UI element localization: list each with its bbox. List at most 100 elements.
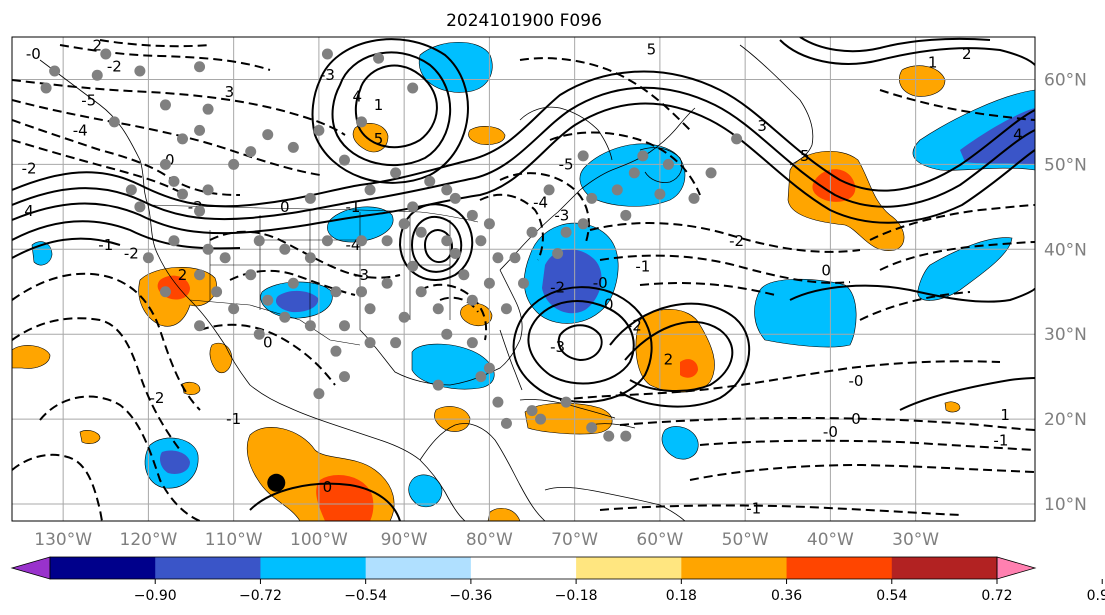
station-dot	[313, 388, 325, 400]
lat-tick-label: 50°N	[1044, 155, 1087, 175]
station-dot	[211, 286, 223, 298]
contour-line	[12, 220, 241, 250]
contour-label: 2	[178, 266, 188, 284]
station-dot	[202, 184, 214, 196]
station-dot	[492, 396, 504, 408]
station-dot	[628, 167, 640, 179]
station-dot	[543, 184, 555, 196]
contour-line	[12, 237, 121, 259]
contour-label: -2	[627, 317, 642, 335]
colorbar-box	[576, 557, 682, 579]
station-dot	[194, 269, 206, 281]
contour-label: -1	[226, 410, 241, 428]
contour-label: -2	[22, 160, 37, 178]
station-dot	[313, 124, 325, 136]
shade-patch	[160, 450, 190, 474]
station-dot	[253, 328, 265, 340]
station-dot	[49, 65, 61, 77]
colorbar-box	[365, 557, 472, 579]
station-dot	[466, 294, 478, 306]
station-dot	[245, 146, 257, 158]
contour-line	[12, 272, 201, 411]
station-dot	[654, 188, 666, 200]
contour-line	[589, 222, 861, 253]
station-dot	[177, 133, 188, 145]
station-dot	[381, 235, 393, 247]
contour-label: -2	[107, 58, 122, 76]
lon-tick-label: 50°W	[722, 530, 769, 550]
station-dot	[705, 167, 717, 179]
contour-label: 1	[928, 53, 938, 71]
contour-label: 3	[757, 117, 767, 135]
station-dot	[142, 252, 154, 264]
colorbar-tick-label: −0.18	[555, 588, 598, 604]
station-dot	[407, 82, 419, 94]
contour-label: -2	[124, 245, 139, 263]
contour-line	[599, 254, 851, 284]
station-dot	[194, 61, 206, 73]
station-markers	[40, 48, 743, 442]
station-dot	[731, 133, 743, 145]
lon-tick-label: 90°W	[381, 530, 428, 550]
station-dot	[398, 218, 410, 230]
shade-patch	[754, 278, 857, 348]
station-dot	[577, 218, 589, 230]
station-dot	[228, 303, 240, 315]
colorbar-extend-low	[10, 556, 51, 580]
station-dot	[509, 252, 521, 264]
contour-line	[479, 193, 544, 261]
station-dot	[586, 192, 598, 204]
station-dot	[304, 192, 316, 204]
station-dot	[390, 167, 402, 179]
station-dot	[441, 235, 453, 247]
station-dot	[475, 235, 487, 247]
contour-line	[12, 139, 181, 193]
colorbar-tick-label: −0.90	[134, 588, 177, 604]
shade-patch	[680, 359, 698, 378]
contour-line	[899, 377, 1035, 411]
colorbar-box	[891, 557, 998, 579]
contour-label: -1	[346, 198, 361, 216]
coastline-south-america	[544, 486, 686, 521]
station-dot	[441, 328, 453, 340]
contour-line	[12, 102, 1035, 235]
shade-patch	[917, 237, 1013, 301]
station-dot	[330, 345, 342, 357]
shade-patch	[408, 474, 443, 508]
colorbar-tick-label: 0.90	[1087, 588, 1105, 604]
station-dot	[535, 413, 547, 425]
shade-patch	[275, 290, 319, 313]
station-dot	[518, 277, 529, 289]
colorbar-box	[786, 557, 893, 579]
contour-line	[519, 57, 691, 131]
station-dot	[245, 269, 257, 281]
colorbar-tick-label: −0.54	[344, 588, 387, 604]
contours-dashed	[12, 39, 1035, 521]
lon-tick-label: 60°W	[636, 530, 683, 550]
shade-patch	[787, 150, 905, 251]
station-dot	[202, 243, 214, 255]
contour-label: 4	[1013, 126, 1023, 144]
contour-label: -2	[550, 278, 565, 296]
station-dot	[475, 371, 487, 383]
shaded-field	[12, 41, 1035, 521]
station-dot	[321, 235, 333, 247]
station-dot	[338, 154, 350, 166]
contour-line	[12, 70, 1035, 208]
coastline-newfoundland	[639, 147, 683, 183]
station-dot	[134, 201, 146, 213]
station-dot	[526, 405, 538, 417]
contour-label: 3	[225, 83, 235, 101]
colorbar-frame	[49, 556, 998, 580]
map-frame	[11, 36, 1036, 522]
station-dot	[432, 379, 444, 391]
lat-tick-label: 40°N	[1044, 240, 1087, 260]
map-area: -1 0 -1 -0 0 1 -1 -0 0 -2 -1 -2 -3 2 0 -0 -2 -2 2 0 -2 -1 4 -2 0…	[12, 37, 1035, 521]
contour-label: 0	[165, 151, 175, 169]
contour-line	[12, 86, 1035, 221]
station-dot	[134, 65, 146, 77]
contour-label: -1	[635, 257, 650, 275]
shade-patch	[812, 169, 856, 202]
shade-patch	[899, 65, 946, 97]
